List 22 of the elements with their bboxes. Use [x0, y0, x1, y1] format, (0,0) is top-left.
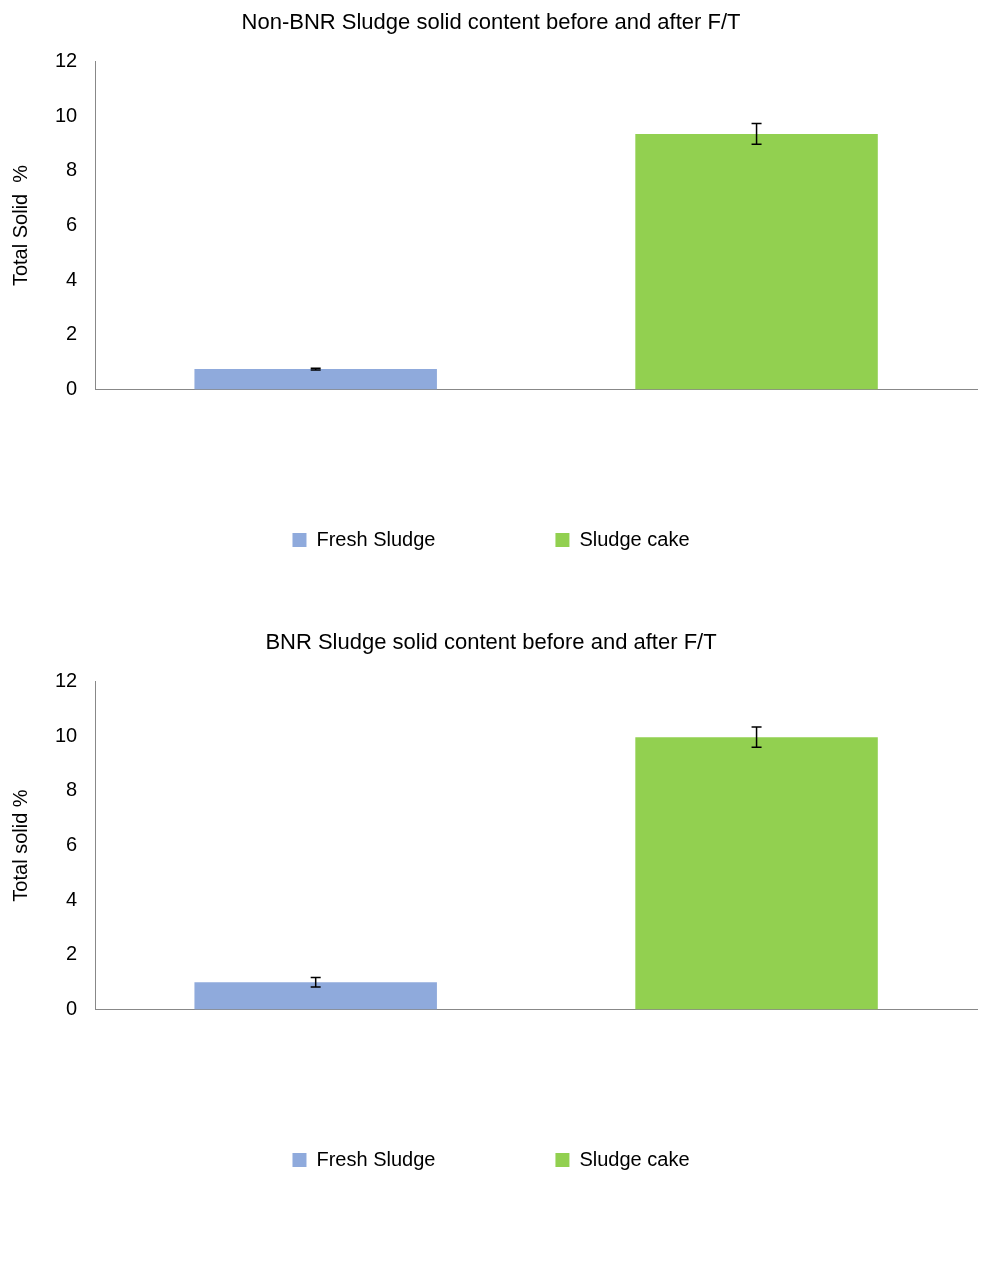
- legend-label: Sludge cake: [579, 1147, 690, 1170]
- y-tick-label: 6: [66, 213, 78, 236]
- y-tick-label: 6: [66, 833, 78, 856]
- chart-title: BNR Sludge solid content before and after F/T: [265, 629, 717, 655]
- y-tick-label: 10: [55, 723, 78, 746]
- y-tick-label: 8: [66, 778, 78, 801]
- y-tick-label: 8: [66, 158, 78, 181]
- legend-label: Fresh Sludge: [316, 527, 436, 550]
- y-tick-label: 12: [55, 668, 78, 691]
- y-tick-label: 0: [66, 377, 78, 400]
- y-tick-label: 4: [66, 887, 78, 910]
- y-tick-label: 0: [66, 997, 78, 1020]
- y-axis-title: Total solid %: [8, 789, 31, 902]
- legend-label: Sludge cake: [579, 527, 690, 550]
- y-tick-label: 4: [66, 267, 78, 290]
- y-tick-label: 2: [66, 322, 78, 345]
- chart-title: Non-BNR Sludge solid content before and after F/T: [241, 9, 741, 35]
- y-axis-title: Total Solid %: [8, 164, 31, 287]
- legend-label: Fresh Sludge: [316, 1147, 436, 1170]
- y-tick-label: 10: [55, 103, 78, 126]
- y-tick-label: 12: [55, 48, 78, 71]
- y-tick-label: 2: [66, 942, 78, 965]
